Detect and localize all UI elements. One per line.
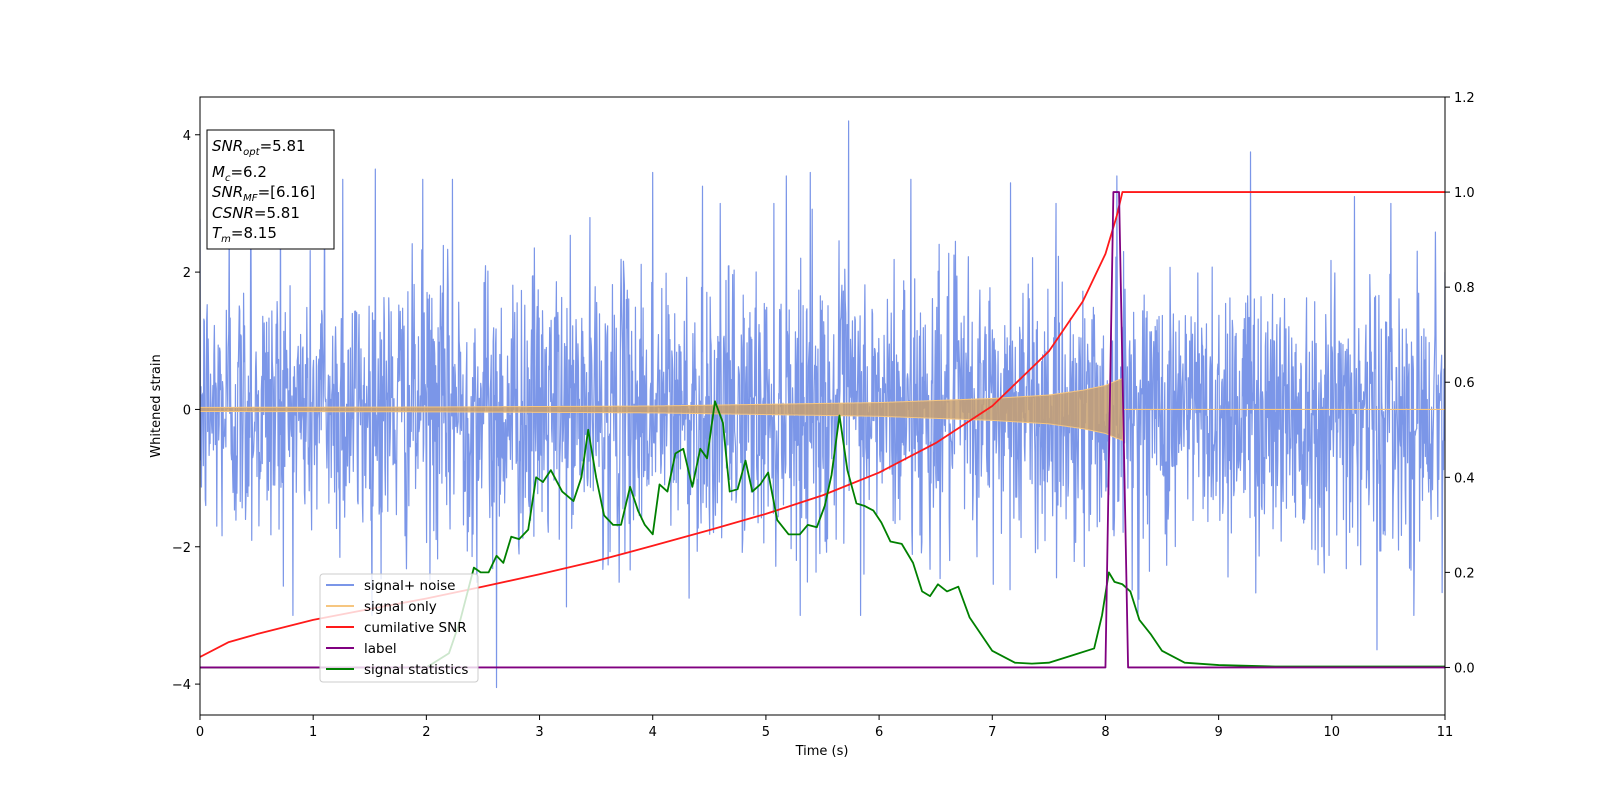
y-tick-label: 0 [183, 403, 191, 418]
snr-opt-annotation: SNRopt=5.81 [212, 137, 306, 158]
x-tick-label: 0 [196, 725, 204, 740]
y2-tick-label: 0.8 [1454, 281, 1475, 296]
x-tick-label: 8 [1101, 725, 1109, 740]
x-tick-label: 9 [1214, 725, 1222, 740]
legend-label-label: label [364, 641, 397, 657]
x-tick-label: 3 [535, 725, 543, 740]
x-tick-label: 10 [1324, 725, 1341, 740]
legend-label-cumulative-snr: cumilative SNR [364, 620, 467, 636]
snr-opt-value: =5.81 [260, 137, 306, 155]
tm-annotation: Tm=8.15 [212, 224, 277, 245]
y2-tick-label: 0.2 [1454, 566, 1475, 581]
series-label [200, 191, 1445, 669]
x-axis-label: Time (s) [795, 744, 849, 759]
annotation-frame [206, 129, 335, 250]
x-tick-label: 4 [649, 725, 657, 740]
snr-mf-subscript: MF [243, 193, 258, 204]
snr-mf-value: =[6.16] [258, 183, 316, 201]
snr-opt-subscript: opt [243, 147, 260, 158]
csnr-annotation: CSNR=5.81 [212, 204, 300, 222]
x-tick-label: 11 [1437, 725, 1454, 740]
y2-tick-label: 1.2 [1454, 91, 1475, 106]
legend-frame [319, 573, 479, 683]
legend-label-signal-noise: signal+ noise [364, 578, 455, 594]
csnr-value: =5.81 [254, 204, 300, 222]
y-tick-label: 2 [183, 266, 191, 281]
x-tick-label: 5 [762, 725, 770, 740]
series-signal-statistics [200, 400, 1445, 669]
annotation-box: SNRopt=5.81 Mc=6.2 SNRMF=[6.16] CSNR=5.8… [206, 129, 335, 250]
y2-tick-label: 0.0 [1454, 661, 1475, 676]
legend-label-signal-only: signal only [364, 599, 437, 615]
series-signal-only [200, 377, 1123, 442]
legend-label-signal-statistics: signal statistics [364, 662, 468, 678]
y-tick-label: −4 [172, 678, 191, 693]
tm-subscript: m [221, 234, 231, 245]
snr-opt-symbol: SNR [212, 137, 243, 155]
y-axis-label: Whitened strain [149, 354, 164, 457]
series-layer [200, 120, 1445, 689]
mc-subscript: c [225, 173, 231, 184]
snr-mf-annotation: SNRMF=[6.16] [212, 183, 315, 204]
csnr-symbol: CSNR [212, 204, 254, 222]
legend: signal+ noise signal only cumilative SNR… [319, 573, 479, 683]
y-tick-label: −2 [172, 541, 191, 556]
snr-mf-symbol: SNR [212, 183, 243, 201]
x-tick-label: 1 [309, 725, 317, 740]
mc-symbol: M [212, 163, 225, 181]
mc-value: =6.2 [230, 163, 266, 181]
x-tick-label: 6 [875, 725, 883, 740]
ticks-layer: 0 1 2 3 4 5 6 7 8 9 10 11 4 2 0 −2 −4 1.2 1.0 0.8 0.6 0.4 0.2 0… [172, 91, 1475, 740]
x-tick-label: 2 [422, 725, 430, 740]
y2-tick-label: 0.6 [1454, 376, 1475, 391]
tm-symbol: T [212, 224, 223, 242]
tm-value: =8.15 [231, 224, 277, 242]
plot-frame [199, 96, 1446, 716]
series-signal-noise [200, 120, 1445, 689]
x-tick-label: 7 [988, 725, 996, 740]
mc-annotation: Mc=6.2 [212, 163, 267, 184]
y2-tick-label: 1.0 [1454, 186, 1475, 201]
y-tick-label: 4 [183, 129, 191, 144]
y2-tick-label: 0.4 [1454, 471, 1475, 486]
